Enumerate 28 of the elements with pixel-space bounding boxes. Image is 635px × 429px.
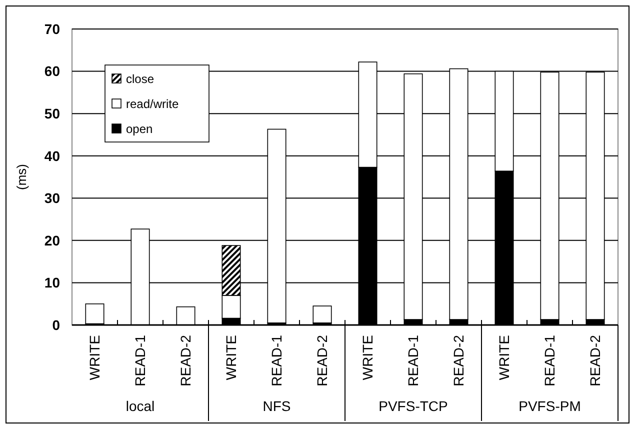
y-tick-label: 70 bbox=[44, 20, 60, 37]
y-tick-label: 0 bbox=[52, 316, 60, 333]
y-tick-label: 20 bbox=[44, 232, 60, 248]
x-tick-label: READ-1 bbox=[542, 334, 558, 386]
x-tick-label: READ-1 bbox=[268, 334, 285, 386]
x-tick-label: READ-2 bbox=[178, 334, 194, 386]
text: PVFS-TCP bbox=[378, 398, 448, 414]
x-tick-label: WRITE bbox=[223, 335, 240, 380]
y-tick-label: 30 bbox=[44, 190, 60, 206]
x-tick-label: WRITE bbox=[86, 335, 103, 380]
y-tick-label: 40 bbox=[44, 148, 60, 164]
x-tick-label: READ-2 bbox=[450, 334, 467, 386]
x-tick-label: WRITE bbox=[496, 335, 512, 380]
text: NFS bbox=[262, 398, 291, 414]
x-tick-label: READ-2 bbox=[314, 334, 330, 386]
x-tick-label: READ-1 bbox=[132, 334, 148, 386]
legend-label: read/write bbox=[126, 97, 180, 112]
x-tick-label: WRITE bbox=[360, 335, 376, 380]
y-tick-label: 60 bbox=[44, 63, 60, 80]
y-tick-label: 10 bbox=[44, 274, 60, 291]
y-tick-label: 50 bbox=[44, 105, 60, 122]
text: PVFS-PM bbox=[518, 398, 581, 414]
text: local bbox=[126, 398, 155, 414]
x-tick-label: READ-1 bbox=[405, 334, 422, 386]
y-axis-title: (ms) bbox=[14, 164, 29, 190]
legend-label: close bbox=[126, 72, 154, 86]
x-tick-label: READ-2 bbox=[587, 334, 604, 386]
legend-label: open bbox=[126, 122, 153, 136]
